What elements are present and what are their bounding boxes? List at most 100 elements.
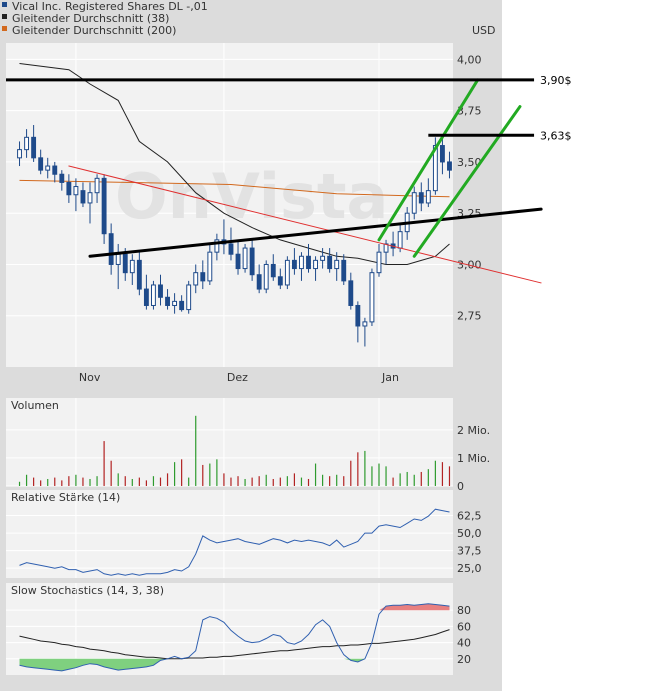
candle-body [122,253,128,274]
candle [200,260,206,290]
candle-body [38,157,44,171]
legend-swatch-price [2,2,7,7]
candle-body [207,251,213,282]
candle [362,317,368,347]
candle-body [136,259,142,290]
candle-body [306,255,311,270]
candle-body [172,300,178,306]
candle [418,182,424,212]
candle [186,280,192,314]
candle [45,157,51,179]
stoch-y-tick-label: 20 [457,653,471,666]
candle-body [249,247,255,276]
candle-body [52,165,58,175]
candle-body [115,253,121,265]
candle [94,174,100,203]
volume-y-tick-label: 1 Mio. [457,452,490,465]
legend-swatch-ma200 [2,26,7,31]
stoch-fast-line [19,603,450,672]
price-y-tick-label: 3,50 [457,156,482,169]
candle-body [447,161,452,171]
volume-y-tick-label: 0 [457,480,464,493]
candle [59,170,65,191]
candle-body [432,145,438,192]
rsi-grid [6,490,453,578]
legend-label-price: Vical Inc. Registered Shares DL -,01 [12,0,208,13]
candle-body [235,253,241,270]
candle [355,301,361,343]
candle [66,174,72,203]
volume-y-tick-label: 2 Mio. [457,424,490,437]
ma38-series [19,63,450,265]
candle-body [425,190,431,204]
stoch-title: Slow Stochastics (14, 3, 38) [11,584,164,597]
stoch-slow-line [19,629,450,660]
candle [108,223,114,275]
level-label: 3,63$ [540,129,572,142]
candle-body [31,136,37,159]
stoch-y-tick-label: 60 [457,620,471,633]
candle-body [158,284,163,298]
candle-body [66,181,72,196]
candle [447,151,452,179]
candle [277,268,283,290]
volume-bars [18,415,451,486]
candle-body [179,300,185,311]
watermark: OnVista [115,160,388,233]
candle [270,254,276,281]
oversold-fill [19,658,365,671]
candle-body [151,284,156,306]
level-label: 3,90$ [540,74,572,87]
candle-body [45,165,51,171]
stoch-series [19,603,450,672]
candle-body [320,255,326,261]
candle [151,280,156,310]
support-line [88,207,543,258]
trend-annotations: 3,90$ 3,63$ [6,74,572,284]
candle [101,174,107,244]
candle-body [108,233,114,265]
candle-body [87,192,93,204]
rsi-title: Relative Stärke (14) [11,491,120,504]
candle-body [200,272,206,282]
legend-label-ma200: Gleitender Durchschnitt (200) [12,24,176,37]
candle [256,264,262,294]
legend-label-ma38: Gleitender Durchschnitt (38) [12,12,169,25]
rsi-line [19,508,450,576]
candle [129,254,135,285]
candle-body [277,276,283,286]
candle-body [418,192,424,204]
candle [320,248,326,269]
candle-body [291,259,297,270]
candle-body [348,280,354,306]
rsi-y-axis: 62,5 50,0 37,5 25,0 [457,510,482,576]
price-panel: OnVista 4,003,753,503,253,002,75 NovDezJ… [6,43,572,384]
candle [17,141,22,167]
candle-body [411,192,417,214]
rsi-y-tick-label: 25,0 [457,562,482,575]
candle [24,129,30,158]
candle-body [256,274,262,290]
price-y-axis: 4,003,753,503,253,002,75 [457,53,482,322]
candle [179,295,185,312]
stoch-grid [6,583,453,675]
candle-body [101,177,107,235]
candle-body [327,255,333,270]
candle [369,268,375,326]
candle [38,149,44,175]
channel-upper-line [377,78,480,242]
candle-body [94,177,100,194]
candle-body [73,186,79,196]
rsi-panel: Relative Stärke (14) 62,5 50,0 37,5 25,0 [6,490,482,578]
candle-body [17,149,22,159]
candle-body [299,255,304,270]
candle [73,178,79,212]
candle [341,254,347,285]
candle-body [214,239,220,253]
candle-body [355,304,361,327]
rsi-y-tick-label: 37,5 [457,545,482,558]
candle [306,243,311,273]
candle [214,233,220,261]
candle [143,274,149,310]
candle [425,178,431,208]
